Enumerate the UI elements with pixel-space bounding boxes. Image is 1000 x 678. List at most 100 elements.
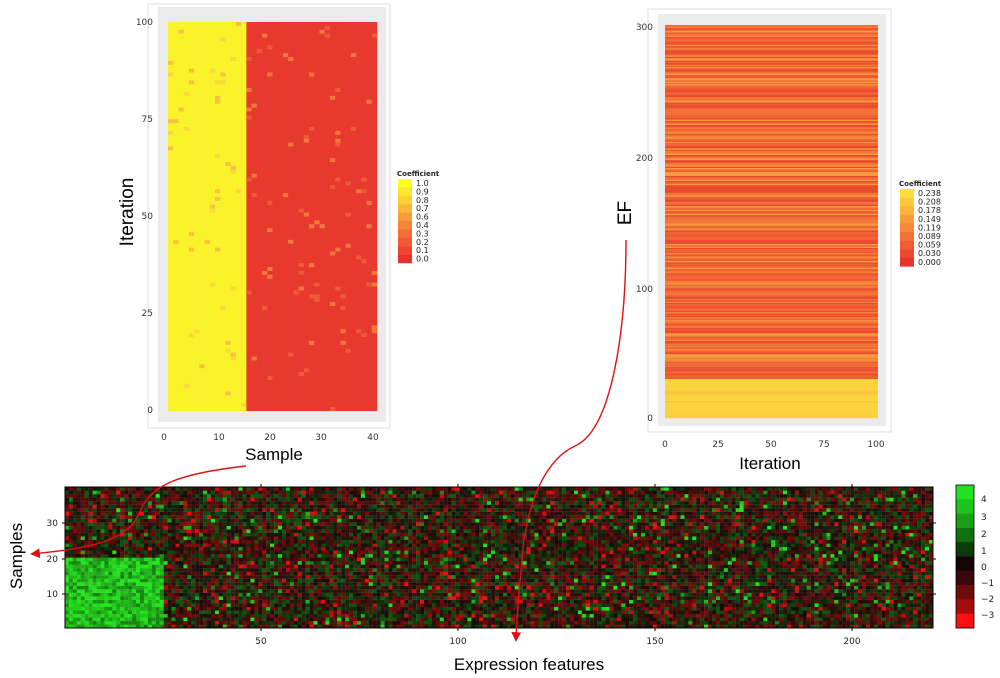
p3-cell: [589, 561, 594, 565]
p3-cell: [388, 557, 393, 562]
p3-cell: [467, 599, 472, 604]
p3-cell: [735, 557, 740, 562]
p3-cell: [112, 603, 117, 607]
p3-cell: [226, 596, 231, 600]
p1-cell: [230, 169, 236, 174]
p3-cell: [254, 575, 259, 579]
p3-cell: [905, 613, 910, 618]
p3-cell: [424, 568, 429, 572]
p3-cell: [380, 575, 385, 579]
p3-cell: [514, 575, 519, 579]
p3-cell: [767, 568, 772, 572]
p3-cell: [700, 585, 705, 590]
p3-cell: [747, 568, 752, 572]
p3-cell: [396, 599, 401, 604]
p3-cell: [376, 606, 381, 611]
p3-cell: [798, 578, 803, 583]
p3-cell: [179, 606, 184, 611]
p3-cell: [167, 603, 172, 607]
p1-legend-label: 0.7: [416, 204, 429, 213]
p2-row-199: [665, 157, 878, 159]
p3-cell: [877, 610, 882, 615]
p3-cell: [199, 561, 204, 565]
p3-cell: [787, 582, 792, 586]
p2-row-152: [665, 218, 878, 221]
p3-cell: [747, 578, 752, 583]
p3-cell: [234, 592, 239, 597]
p3-cell: [692, 606, 697, 611]
p3-cell: [112, 585, 117, 590]
p3-cell: [234, 564, 239, 569]
p3-cell: [451, 568, 456, 572]
p3-cell: [207, 557, 212, 562]
p3-cell: [116, 578, 121, 583]
p3-cell: [439, 564, 444, 569]
p3-cell: [593, 568, 598, 572]
p3-cell: [719, 571, 725, 576]
p3-cell: [771, 617, 776, 622]
p3-cell: [388, 589, 393, 593]
p2-row-158: [665, 211, 878, 213]
p3-cell: [648, 561, 654, 565]
p3-cell: [171, 582, 176, 586]
p3-cell: [155, 613, 160, 618]
p3-cell: [593, 624, 598, 629]
p2-legend-swatch: [900, 214, 914, 224]
p3-cell: [550, 578, 555, 583]
p3-cell: [652, 582, 657, 586]
p3-cell: [925, 610, 930, 615]
p3-cell: [467, 568, 472, 572]
p3-cell: [790, 603, 796, 607]
p3-cell: [270, 610, 275, 615]
p2-row-102: [665, 284, 878, 286]
p3-cell: [132, 620, 137, 625]
p3-cell: [881, 613, 886, 618]
p3-cell: [416, 582, 421, 586]
p3-cell: [877, 620, 882, 625]
p3-cell: [289, 610, 294, 615]
p3-cell: [242, 571, 247, 576]
p3-cell: [739, 610, 744, 615]
p3-cell: [214, 610, 220, 615]
p3-cell: [309, 603, 314, 607]
p2-row-177: [665, 186, 878, 188]
p3-cell: [104, 606, 109, 611]
p3-cell: [625, 596, 630, 600]
p3-cell: [735, 578, 740, 583]
p3-cell: [514, 557, 519, 562]
p3-cell: [660, 620, 665, 625]
p3-cell: [743, 624, 748, 629]
p3-cell: [301, 582, 306, 586]
p2-row-27: [665, 382, 878, 385]
p3-cell: [735, 606, 740, 611]
p3-cell: [798, 564, 803, 569]
p3-cell: [447, 571, 452, 576]
p1-legend-label: 0.8: [416, 196, 429, 205]
p3-cell: [735, 620, 740, 625]
p3-cell: [246, 592, 251, 597]
p3-cell: [648, 571, 654, 576]
p3-cell: [570, 592, 575, 597]
p3-cell: [155, 620, 160, 625]
p3-cell: [573, 557, 579, 562]
p3-cell: [660, 599, 665, 604]
p3-cell: [783, 610, 788, 615]
p3-cell: [72, 568, 77, 572]
p3-cell: [459, 613, 464, 618]
p3-cell: [88, 606, 93, 611]
p3-cell: [897, 610, 902, 615]
p3-cell: [783, 596, 788, 600]
p3-cell: [199, 603, 204, 607]
p3-cell: [266, 582, 271, 586]
p3-cell: [704, 582, 709, 586]
p3-cell: [254, 585, 259, 590]
p3-cell: [810, 564, 815, 569]
p3-cell: [893, 568, 898, 572]
p2-xtick-75: 75: [818, 440, 829, 450]
p1-cell: [350, 53, 357, 58]
p3-cell: [518, 557, 523, 562]
p3-cell: [238, 620, 243, 625]
p3-cell: [763, 589, 768, 593]
p3-cell: [491, 578, 496, 583]
p3-cell: [806, 568, 811, 572]
